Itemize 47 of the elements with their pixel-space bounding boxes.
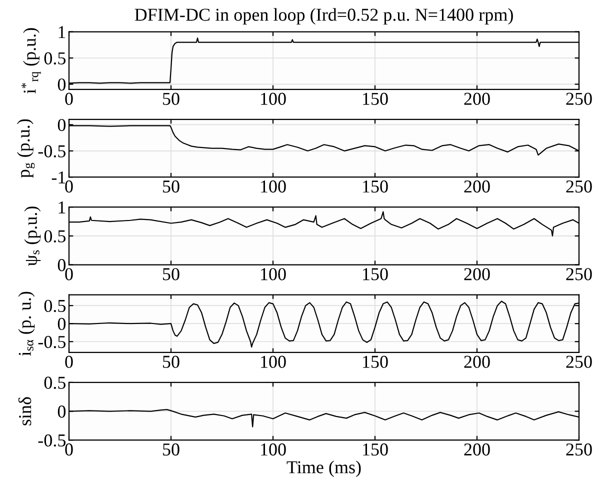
y-axis-title: ψ$_{s}$ (p.u.) [24, 206, 41, 266]
x-tick-label: 200 [464, 443, 490, 456]
x-tick-label: 150 [363, 356, 388, 368]
x-axis-title: Time (ms) [286, 460, 361, 478]
x-tick-label: 200 [464, 356, 490, 368]
x-tick-label: 100 [261, 180, 286, 193]
y-tick-label: 0.5 [44, 376, 66, 389]
y-tick-label: 0 [58, 259, 66, 272]
x-tick-label: 100 [261, 92, 286, 105]
y-tick-label: 0 [58, 78, 66, 91]
x-tick-label: 250 [566, 180, 592, 193]
x-tick-label: 50 [163, 180, 180, 193]
x-tick-label: 150 [363, 180, 388, 193]
y-tick-label: -0.5 [38, 434, 66, 447]
x-tick-label: 200 [464, 268, 490, 280]
y-axis-title: i$^{*}$$_{rq}$ (p.u.) [22, 28, 41, 94]
y-tick-label: 0.5 [44, 52, 66, 65]
y-tick-label: -0.5 [38, 336, 66, 348]
y-tick-label: 0 [58, 406, 66, 418]
x-tick-label: 100 [261, 268, 286, 280]
x-tick-label: 100 [261, 356, 286, 368]
x-tick-label: 100 [261, 443, 286, 456]
y-tick-label: -1 [52, 171, 66, 184]
y-tick-label: 0.5 [44, 230, 66, 242]
y-tick-label: -0.5 [38, 145, 66, 158]
x-tick-label: 50 [163, 443, 180, 456]
x-tick-label: 50 [163, 92, 180, 105]
x-tick-label: 250 [566, 443, 592, 456]
y-tick-label: 1 [58, 26, 66, 38]
y-tick-label: 0 [58, 118, 66, 132]
x-tick-label: 150 [363, 92, 388, 105]
y-axis-title: i$_{sα}$ (p. u.) [18, 292, 35, 356]
y-tick-label: 0.5 [44, 300, 66, 312]
y-tick-label: 1 [58, 201, 66, 214]
y-tick-label: 0 [58, 318, 66, 330]
y-axis-title: sinδ [18, 397, 32, 426]
x-tick-label: 50 [163, 268, 180, 280]
x-tick-label: 150 [363, 443, 388, 456]
x-tick-label: 250 [566, 356, 592, 368]
y-axis-title: p$_{g}$ (p.u.) [16, 119, 35, 178]
x-tick-label: 150 [363, 268, 388, 280]
x-tick-label: 200 [464, 180, 490, 193]
x-tick-label: 200 [464, 92, 490, 105]
x-tick-label: 250 [566, 268, 592, 280]
x-tick-label: 250 [566, 92, 592, 105]
x-tick-label: 50 [163, 356, 180, 368]
chart-title: DFIM-DC in open loop (Ird=0.52 p.u. N=1400 rpm) [134, 8, 513, 25]
